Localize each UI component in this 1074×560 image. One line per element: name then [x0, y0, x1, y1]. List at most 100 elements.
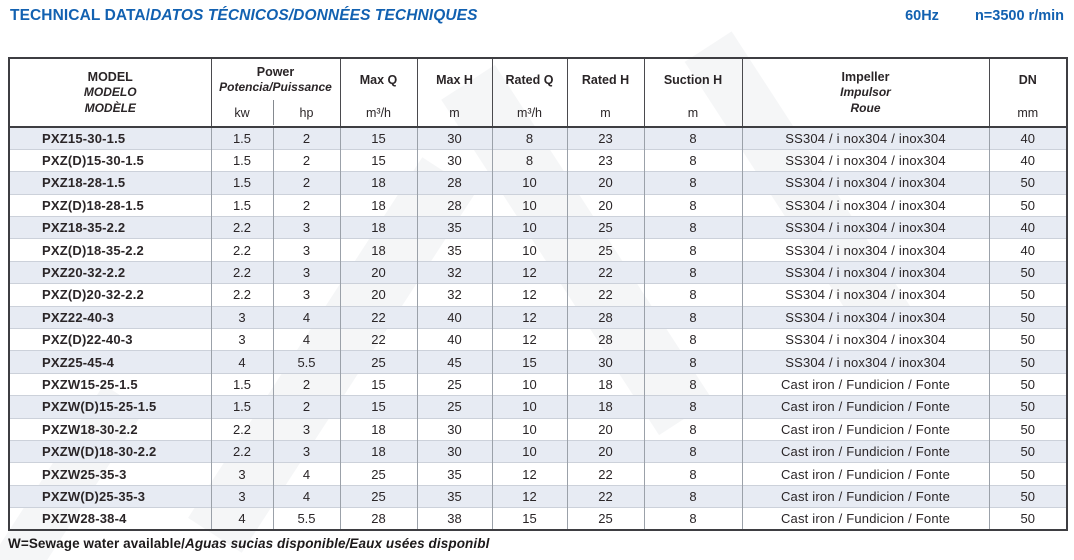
cell-rated-h: 18	[567, 372, 645, 396]
cell-suction-h: 8	[644, 462, 743, 486]
cell-model: PXZ15-30-1.5	[9, 127, 212, 150]
header-suction-h-unit: m	[687, 105, 699, 120]
cell-model: PXZ(D)15-30-1.5	[9, 148, 212, 172]
cell-hp: 2	[273, 395, 341, 419]
header-suction-h-label: Suction H	[663, 73, 723, 87]
cell-impeller: Cast iron / Fundicion / Fonte	[742, 507, 990, 531]
cell-rated-h: 28	[567, 305, 645, 329]
table-row: PXZ18-28-1.5 1.5 2 18 28 10 20 8 SS304 / i nox30…	[9, 171, 1067, 195]
cell-suction-h: 8	[644, 193, 743, 217]
cell-suction-h: 8	[644, 507, 743, 531]
cell-rated-q: 10	[492, 193, 568, 217]
speed-label: n=3500 r/min	[974, 8, 1064, 24]
cell-model: PXZ(D)18-35-2.2	[9, 238, 212, 262]
cell-kw: 1.5	[211, 395, 274, 419]
cell-kw: 3	[211, 328, 274, 351]
header-max-q: Max Q m³/h	[340, 58, 418, 128]
cell-impeller: SS304 / i nox304 / inox304	[742, 260, 990, 284]
cell-model: PXZW28-38-4	[9, 507, 212, 531]
cell-model: PXZW25-35-3	[9, 462, 212, 486]
header-power: Power Potencia/Puissance kw hp	[211, 58, 341, 128]
cell-dn: 50	[989, 484, 1067, 508]
cell-rated-q: 10	[492, 417, 568, 441]
cell-model: PXZW15-25-1.5	[9, 372, 212, 396]
header-max-h-label: Max H	[436, 73, 473, 87]
cell-model: PXZ22-40-3	[9, 305, 212, 329]
cell-max-q: 18	[340, 238, 418, 262]
cell-dn: 50	[989, 507, 1067, 531]
header-max-h: Max H m	[417, 58, 493, 128]
table-row: PXZW15-25-1.5 1.5 2 15 25 10 18 8 Cast iron / Fu…	[9, 372, 1067, 396]
cell-kw: 2.2	[211, 417, 274, 441]
technical-data-table: MODEL MODELO MODÈLE Power Potencia/Puiss…	[8, 57, 1068, 532]
cell-rated-q: 12	[492, 462, 568, 486]
cell-impeller: Cast iron / Fundicion / Fonte	[742, 395, 990, 419]
cell-rated-q: 15	[492, 350, 568, 374]
header-max-q-label: Max Q	[359, 73, 398, 87]
header-power-title: Power	[256, 65, 295, 80]
cell-dn: 50	[989, 171, 1067, 195]
header-model-fr: MODÈLE	[84, 100, 136, 115]
cell-suction-h: 8	[644, 305, 743, 329]
cell-dn: 40	[989, 238, 1067, 262]
cell-rated-h: 25	[567, 238, 645, 262]
cell-rated-h: 22	[567, 484, 645, 508]
spec-meta: 60Hz n=3500 r/min	[905, 8, 1064, 24]
cell-impeller: SS304 / i nox304 / inox304	[742, 127, 990, 150]
table-row: PXZ25-45-4 4 5.5 25 45 15 30 8 SS304 / i nox304 …	[9, 350, 1067, 374]
cell-kw: 2.2	[211, 260, 274, 284]
cell-kw: 3	[211, 484, 274, 508]
table-row: PXZ20-32-2.2 2.2 3 20 32 12 22 8 SS304 / i nox30…	[9, 260, 1067, 284]
cell-max-q: 18	[340, 439, 418, 463]
header-power-subtitle: Potencia/Puissance	[219, 80, 332, 95]
cell-max-h: 28	[417, 171, 493, 195]
header-max-h-unit: m	[449, 105, 460, 120]
cell-impeller: Cast iron / Fundicion / Fonte	[742, 462, 990, 486]
header-rated-h: Rated H m	[567, 58, 645, 128]
table-row: PXZW18-30-2.2 2.2 3 18 30 10 20 8 Cast iron / Fu…	[9, 417, 1067, 441]
table-row: PXZ(D)22-40-3 3 4 22 40 12 28 8 SS304 / i nox304…	[9, 328, 1067, 351]
cell-hp: 3	[273, 283, 341, 307]
cell-rated-q: 10	[492, 238, 568, 262]
cell-max-q: 15	[340, 395, 418, 419]
cell-max-q: 15	[340, 148, 418, 172]
cell-dn: 50	[989, 462, 1067, 486]
cell-hp: 3	[273, 260, 341, 284]
cell-model: PXZ(D)20-32-2.2	[9, 283, 212, 307]
table-row: PXZW25-35-3 3 4 25 35 12 22 8 Cast iron / Fundic…	[9, 462, 1067, 486]
cell-hp: 4	[273, 484, 341, 508]
cell-rated-h: 30	[567, 350, 645, 374]
cell-impeller: SS304 / i nox304 / inox304	[742, 171, 990, 195]
cell-impeller: Cast iron / Fundicion / Fonte	[742, 439, 990, 463]
cell-suction-h: 8	[644, 283, 743, 307]
cell-hp: 5.5	[273, 350, 341, 374]
header-rated-h-unit: m	[600, 105, 611, 120]
cell-max-h: 40	[417, 305, 493, 329]
cell-rated-q: 12	[492, 328, 568, 351]
header-model-en: MODEL	[87, 69, 133, 84]
table-row: PXZ(D)18-35-2.2 2.2 3 18 35 10 25 8 SS304 / i no…	[9, 238, 1067, 262]
cell-impeller: SS304 / i nox304 / inox304	[742, 193, 990, 217]
cell-hp: 2	[273, 148, 341, 172]
table-row: PXZW(D)25-35-3 3 4 25 35 12 22 8 Cast iron / Fun…	[9, 484, 1067, 508]
cell-model: PXZ(D)18-28-1.5	[9, 193, 212, 217]
cell-hp: 4	[273, 462, 341, 486]
table-row: PXZ22-40-3 3 4 22 40 12 28 8 SS304 / i nox304 / …	[9, 305, 1067, 329]
cell-rated-q: 12	[492, 260, 568, 284]
cell-suction-h: 8	[644, 238, 743, 262]
cell-max-h: 35	[417, 484, 493, 508]
cell-dn: 40	[989, 216, 1067, 239]
header-unit-hp: hp	[299, 105, 314, 120]
cell-kw: 3	[211, 462, 274, 486]
cell-rated-h: 18	[567, 395, 645, 419]
cell-max-q: 28	[340, 507, 418, 531]
table-row: PXZ(D)18-28-1.5 1.5 2 18 28 10 20 8 SS304 / i no…	[9, 193, 1067, 217]
cell-rated-q: 12	[492, 305, 568, 329]
cell-max-q: 20	[340, 283, 418, 307]
cell-max-q: 25	[340, 350, 418, 374]
cell-hp: 2	[273, 193, 341, 217]
cell-kw: 1.5	[211, 171, 274, 195]
cell-hp: 3	[273, 417, 341, 441]
cell-dn: 40	[989, 148, 1067, 172]
cell-max-q: 15	[340, 127, 418, 150]
